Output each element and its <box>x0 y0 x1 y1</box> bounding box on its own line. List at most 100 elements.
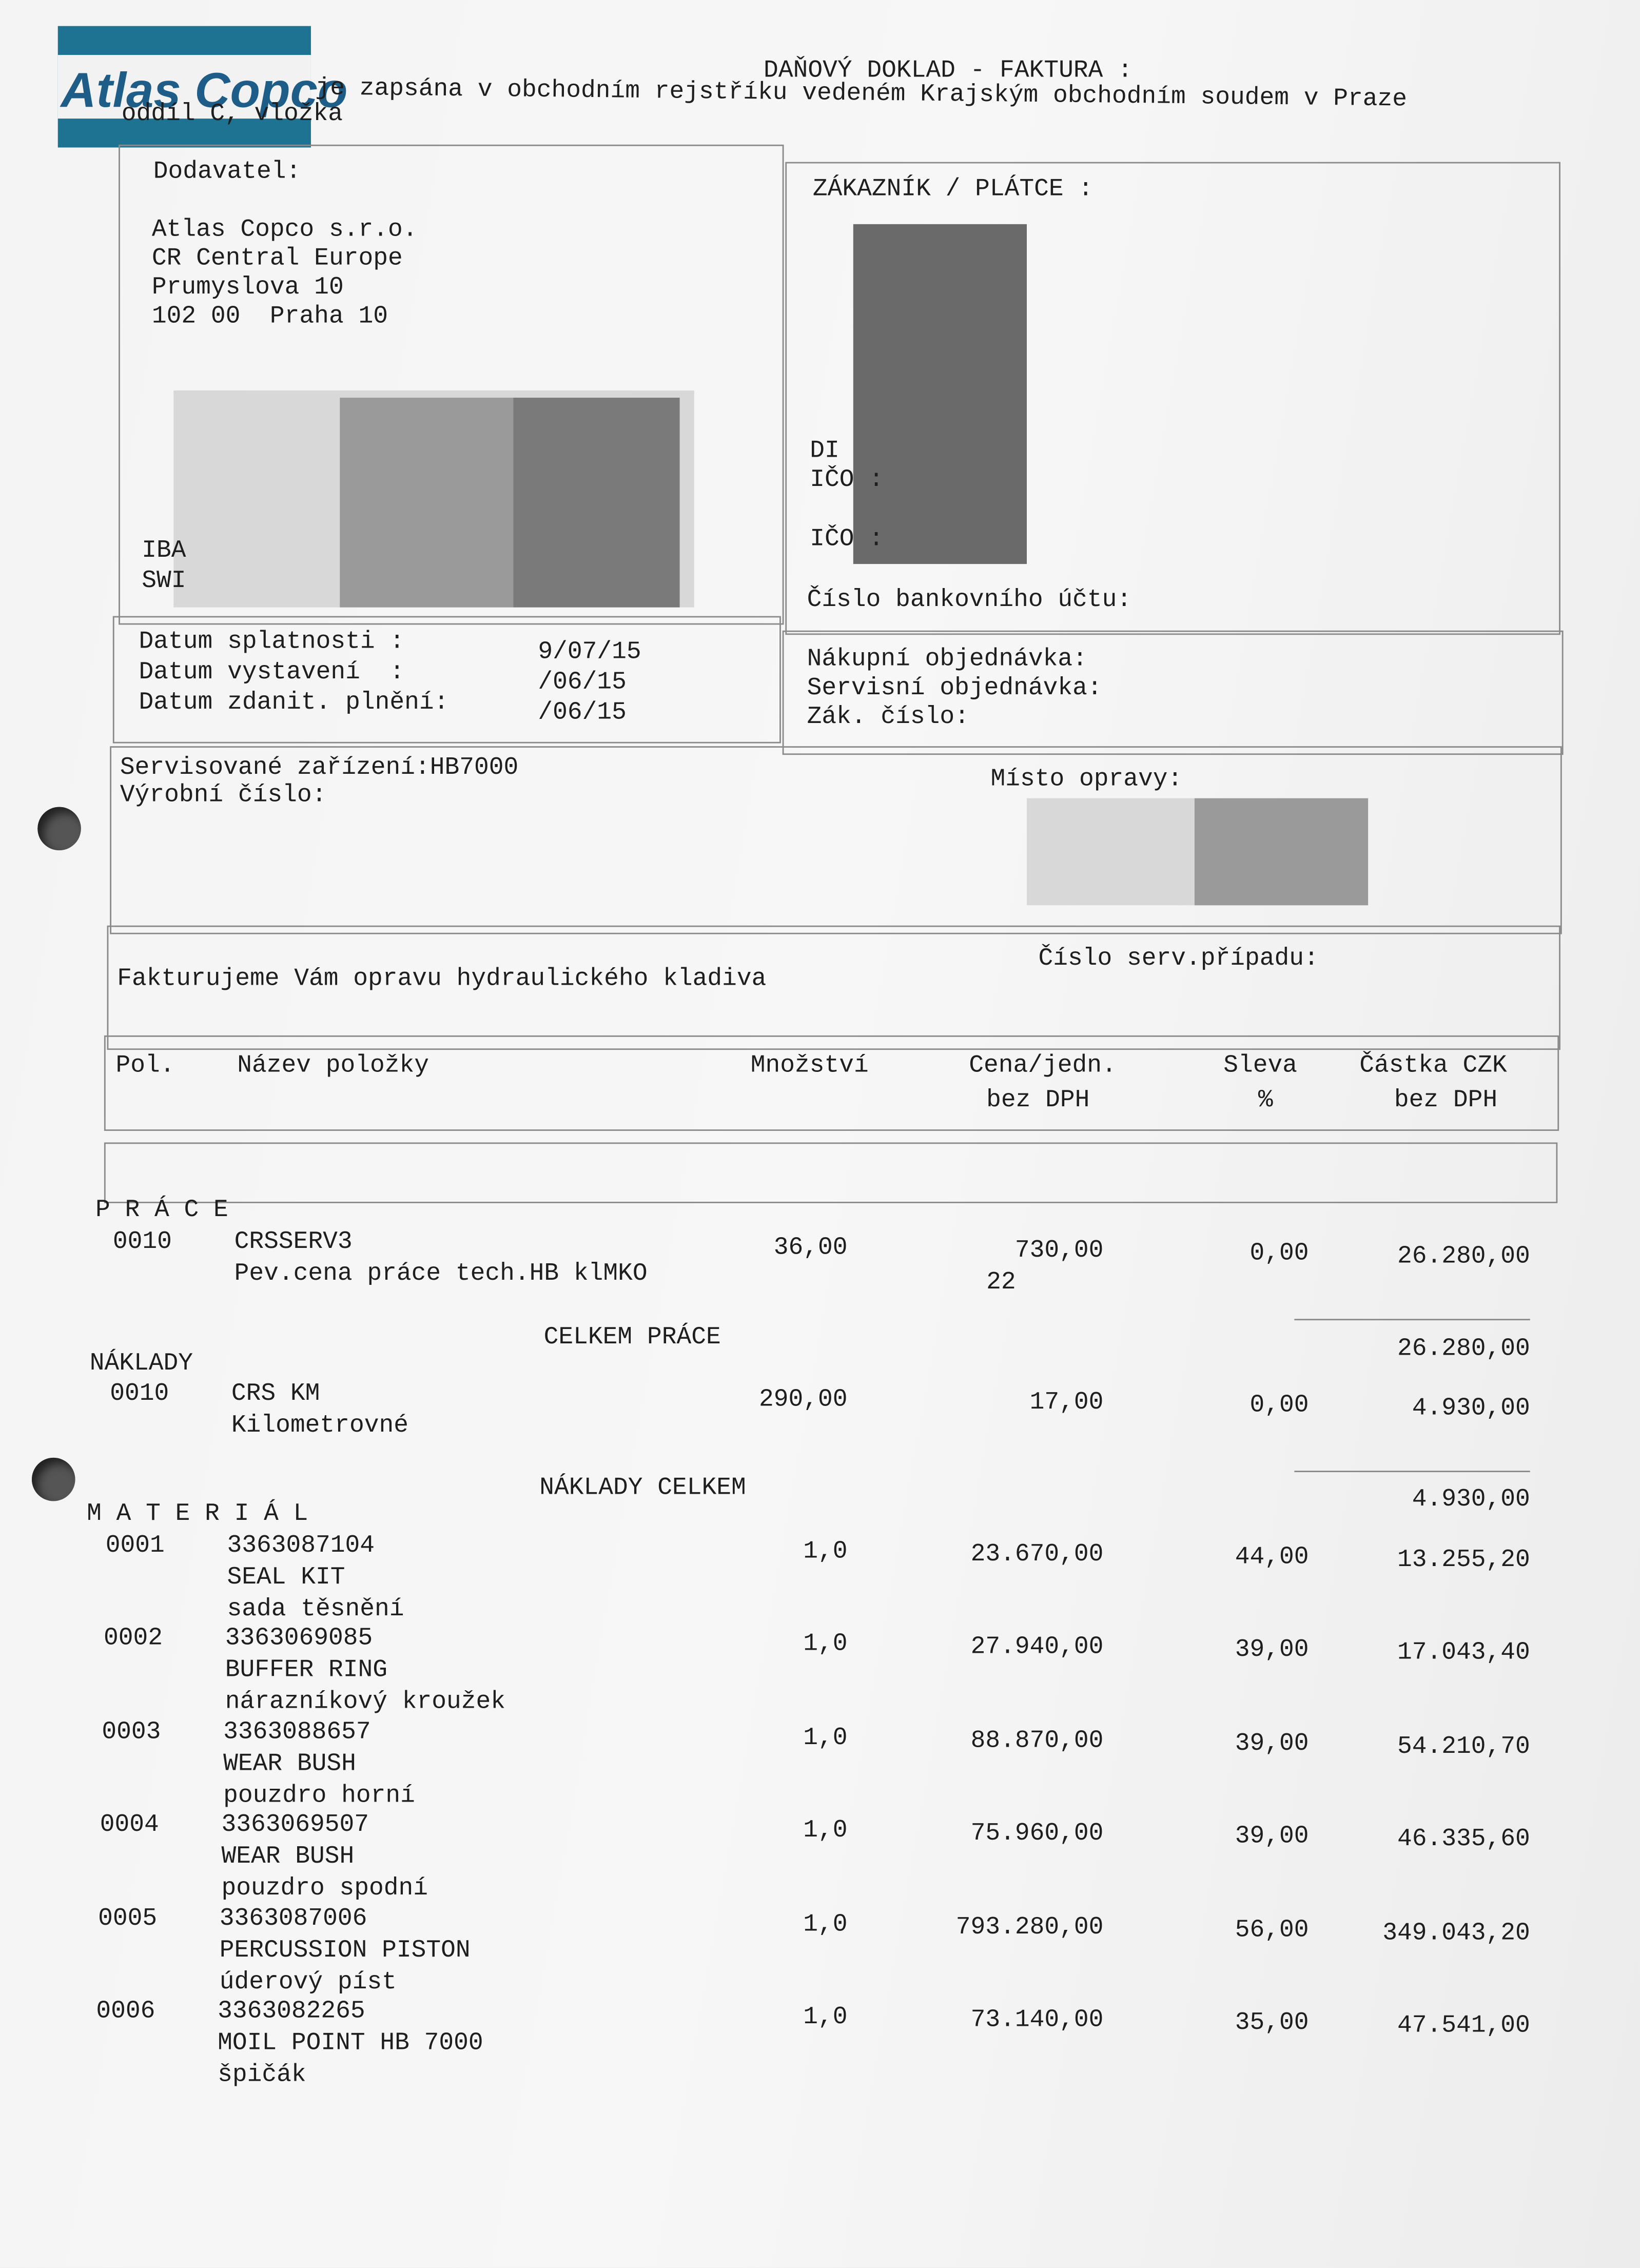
rule <box>1294 1319 1530 1321</box>
column-header: bez DPH <box>986 1087 1090 1115</box>
item-line: 3363087104 <box>227 1533 375 1560</box>
date-value: 9/07/15 <box>538 639 641 667</box>
item-discount: 56,00 <box>1235 1917 1309 1945</box>
item-qty: 1,0 <box>803 1911 848 1939</box>
order-label: Nákupní objednávka: <box>807 646 1087 674</box>
column-header: Název položky <box>237 1052 429 1081</box>
customer-line: IČO : <box>810 526 884 554</box>
item-amount: 13.255,20 <box>1397 1547 1530 1575</box>
orders-box <box>782 630 1564 755</box>
item-line: 3363087006 <box>219 1905 367 1933</box>
section-total-label: NÁKLADY CELKEM <box>539 1475 746 1503</box>
invoice-title: DAŇOVÝ DOKLAD - FAKTURA : <box>764 57 1133 86</box>
section-total-label: CELKEM PRÁCE <box>543 1324 721 1353</box>
item-price: 73.140,00 <box>970 2007 1104 2035</box>
item-qty: 1,0 <box>803 1818 848 1846</box>
table-header-box <box>104 1035 1559 1131</box>
item-qty: 36,00 <box>773 1235 848 1263</box>
item-line: sada těsnění <box>227 1596 404 1624</box>
logo-text: Atlas Copco <box>61 64 348 119</box>
item-line: úderový píst <box>219 1969 397 1997</box>
supplier-line: Atlas Copco s.r.o. <box>151 217 418 245</box>
item-discount: 39,00 <box>1235 1637 1309 1665</box>
device: Servisované zařízení:HB7000 <box>120 755 519 783</box>
registry-section: oddíl C, vložka <box>121 101 343 129</box>
item-pos: 0010 <box>110 1381 169 1409</box>
item-price: 27.940,00 <box>970 1634 1104 1663</box>
item-line: MOIL POINT HB 7000 <box>218 2030 483 2058</box>
item-line: nárazníkový kroužek <box>225 1689 506 1717</box>
item-line: CRS KM <box>231 1381 320 1409</box>
item-pos: 0003 <box>102 1719 161 1747</box>
item-line: SEAL KIT <box>227 1565 345 1592</box>
column-header: Cena/jedn. <box>969 1052 1117 1081</box>
bank-account-label: Číslo bankovního účtu: <box>807 587 1132 615</box>
item-amount: 54.210,70 <box>1397 1733 1530 1762</box>
item-qty: 290,00 <box>758 1386 848 1415</box>
item-price: 793.280,00 <box>955 1914 1104 1942</box>
customer-line: IČO : <box>810 467 884 495</box>
item-line: BUFFER RING <box>225 1657 388 1686</box>
section-title: M A T E R I Á L <box>87 1501 308 1529</box>
case-number: Číslo serv.případu: <box>1038 946 1319 973</box>
item-price: 75.960,00 <box>970 1821 1104 1849</box>
repair-place: Místo opravy: <box>990 766 1183 794</box>
item-pos: 0005 <box>98 1905 158 1933</box>
item-line: pouzdro horní <box>223 1783 415 1810</box>
dates-box <box>112 616 781 744</box>
description-box <box>107 925 1560 1050</box>
item-line: špičák <box>218 2062 306 2090</box>
item-line: CRSSERV3 <box>234 1229 353 1257</box>
item-discount: 35,00 <box>1235 2010 1309 2038</box>
item-discount: 0,00 <box>1249 1241 1309 1268</box>
item-qty: 1,0 <box>803 1632 848 1659</box>
redaction <box>340 398 514 608</box>
redaction <box>1194 798 1369 906</box>
rule <box>1294 1471 1530 1473</box>
item-price: 730,00 <box>1014 1238 1104 1266</box>
customer-label: ZÁKAZNÍK / PLÁTCE : <box>812 176 1094 204</box>
item-line: 3363082265 <box>218 1998 365 2026</box>
item-discount: 44,00 <box>1235 1544 1309 1572</box>
punch-hole <box>32 1457 75 1501</box>
item-line: WEAR BUSH <box>221 1844 355 1872</box>
logo: Atlas Copco <box>57 26 347 148</box>
item-amount: 47.541,00 <box>1397 2013 1530 2041</box>
customer-box <box>785 162 1560 635</box>
item-qty: 1,0 <box>803 1538 848 1567</box>
column-header: bez DPH <box>1394 1087 1498 1115</box>
date-label: Datum vystavení : <box>139 659 405 687</box>
section-total: 26.280,00 <box>1397 1336 1530 1364</box>
column-header: Sleva <box>1223 1052 1298 1081</box>
supplier-bank-line: IBA <box>142 538 186 565</box>
item-pos: 0004 <box>100 1812 159 1840</box>
item-line: pouzdro spodní <box>221 1875 428 1904</box>
supplier-box <box>119 144 784 625</box>
item-qty: 1,0 <box>803 1725 848 1753</box>
item-amount: 26.280,00 <box>1397 1243 1530 1272</box>
item-pos: 0006 <box>96 1998 155 2026</box>
redaction <box>853 224 1027 564</box>
item-qty: 1,0 <box>803 2004 848 2032</box>
section-total: 4.930,00 <box>1412 1487 1530 1514</box>
item-line: PERCUSSION PISTON <box>219 1937 471 1965</box>
date-label: Datum splatnosti : <box>139 629 405 657</box>
date-label: Datum zdanit. plnění: <box>139 690 449 717</box>
order-label: Servisní objednávka: <box>807 675 1102 703</box>
serial: Výrobní číslo: <box>120 782 327 810</box>
item-discount: 39,00 <box>1235 1730 1309 1758</box>
item-line: Kilometrovné <box>231 1413 408 1441</box>
supplier-line: CR Central Europe <box>151 246 403 273</box>
section-title: NÁKLADY <box>89 1351 193 1378</box>
item-pos: 0001 <box>105 1533 165 1560</box>
table-spacer-box <box>104 1142 1558 1203</box>
item-discount: 0,00 <box>1249 1393 1309 1420</box>
item-price: 23.670,00 <box>970 1541 1104 1569</box>
item-amount: 17.043,40 <box>1397 1640 1530 1668</box>
section-title: P R Á C E <box>95 1197 228 1225</box>
item-amount: 349.043,20 <box>1382 1920 1530 1948</box>
item-line: 3363088657 <box>223 1719 371 1747</box>
item-line: 3363069507 <box>221 1812 369 1840</box>
